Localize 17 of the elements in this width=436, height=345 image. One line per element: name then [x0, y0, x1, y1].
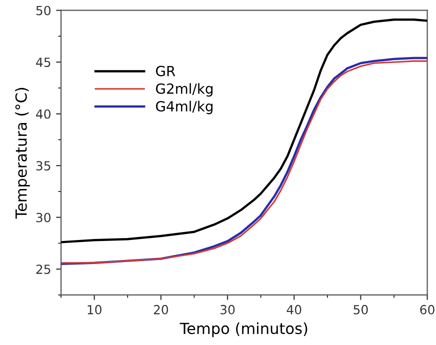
x-tick-label: 30 [220, 304, 235, 314]
x-tick-label: 40 [286, 304, 302, 314]
legend-label: G4ml/kg [156, 100, 212, 114]
y-tick-label: 35 [36, 161, 50, 171]
y-tick-label: 45 [36, 58, 50, 68]
x-tick-label: 60 [420, 304, 434, 314]
x-tick-label: 50 [354, 304, 368, 314]
y-tick-label: 25 [36, 264, 50, 274]
y-tick-label: 50 [36, 6, 50, 16]
legend-label: GR [156, 66, 176, 76]
y-axis-title: Temperatura (°C) [15, 88, 30, 219]
x-tick-label: 20 [154, 304, 168, 314]
x-axis-title: Tempo (minutos) [180, 322, 308, 338]
y-tick-label: 30 [36, 212, 50, 222]
legend-label: G2ml/kg [156, 83, 212, 97]
y-tick-label: 40 [36, 109, 50, 119]
x-tick-label: 10 [88, 304, 102, 314]
